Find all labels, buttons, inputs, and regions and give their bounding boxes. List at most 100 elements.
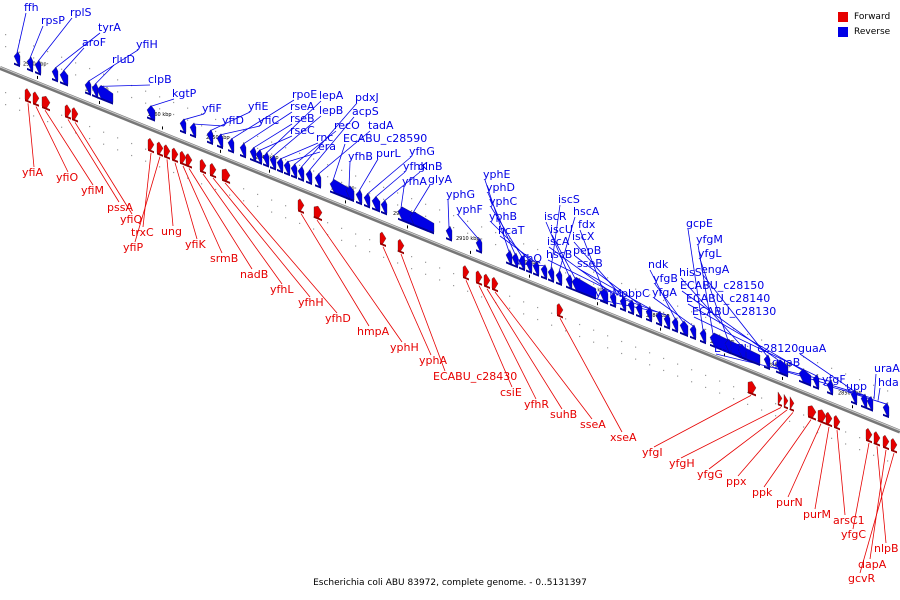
reverse-gene-arrow-shadow (628, 310, 634, 316)
dot (411, 256, 413, 258)
reverse-gene-arrow-shadow (680, 331, 688, 337)
reverse-gene-arrow-shadow (446, 237, 452, 242)
reverse-gene-arrow (671, 317, 679, 332)
forward-gene-label: purN (776, 496, 803, 509)
dot (145, 160, 147, 162)
dot (495, 243, 497, 246)
reverse-gene-arrow (179, 118, 187, 133)
reverse-gene-arrow-shadow (381, 210, 387, 216)
dot (313, 228, 315, 230)
dot (397, 204, 399, 206)
reverse-gene-arrow (511, 252, 519, 267)
dot (733, 386, 735, 388)
reverse-gene-label: rpoE (292, 88, 317, 101)
forward-gene-label: yphH (390, 341, 419, 354)
dot (131, 142, 133, 145)
reverse-label-line (37, 17, 73, 62)
reverse-label-line (579, 229, 604, 290)
reverse-gene-label: upp (846, 380, 867, 393)
reverse-gene-arrow-shadow (548, 278, 554, 283)
dot (439, 209, 441, 211)
reverse-gene-label: iscU (550, 223, 573, 236)
forward-gene-label: yfiQ (120, 213, 142, 226)
dot (859, 379, 861, 381)
reverse-label-line (558, 216, 576, 272)
reverse-gene-label: yfiF (202, 102, 222, 115)
reverse-gene-label: rseC (290, 124, 315, 137)
dot (537, 306, 539, 309)
dot (579, 265, 581, 268)
forward-gene-arrow-shadow (72, 118, 78, 123)
dot (201, 113, 203, 115)
reverse-gene-arrow-shadow (776, 370, 788, 378)
dot (229, 124, 231, 126)
forward-gene-arrow-shadow (476, 281, 482, 286)
reverse-label-line (265, 100, 322, 154)
dot (551, 324, 553, 326)
forward-gene-arrow (882, 434, 890, 449)
forward-gene-arrow-shadow (492, 287, 498, 293)
reverse-gene-arrow (663, 313, 671, 328)
dot (285, 217, 287, 219)
reverse-gene-arrow (679, 320, 689, 336)
dot (383, 198, 385, 200)
reverse-label-line (300, 102, 358, 168)
reverse-gene-arrow-shadow (263, 163, 269, 168)
reverse-gene-label: tyrA (98, 21, 121, 34)
reverse-label-line (230, 99, 295, 140)
reverse-gene-arrow-shadow (533, 272, 539, 277)
dot (509, 295, 511, 297)
forward-gene-label: csiE (500, 386, 522, 399)
reverse-label-line (358, 158, 379, 192)
reverse-gene-label: yphD (486, 181, 515, 194)
dot (663, 357, 665, 360)
forward-gene-arrow-shadow (398, 249, 404, 255)
reverse-gene-arrow (51, 66, 59, 81)
reverse-gene-label: ECABU_c28140 (686, 292, 770, 305)
forward-gene-arrow-shadow (298, 209, 304, 214)
reverse-gene-arrow (227, 137, 235, 152)
forward-gene-arrow (313, 205, 323, 220)
forward-label-line (35, 106, 69, 173)
dot (103, 73, 105, 75)
dot (873, 384, 875, 386)
dot (789, 350, 791, 352)
dot (369, 251, 371, 253)
dot (467, 290, 469, 292)
dot (425, 261, 427, 263)
dot (159, 108, 161, 110)
dot (383, 186, 385, 188)
forward-gene-label: ung (161, 225, 182, 238)
reverse-gene-arrow (571, 276, 597, 299)
reverse-gene-arrow-shadow (861, 404, 867, 410)
dot (691, 381, 693, 383)
reverse-gene-label: yfgM (696, 233, 723, 246)
reverse-gene-label: aroF (82, 36, 106, 49)
dot (75, 132, 77, 134)
genome-caption: Escherichia coli ABU 83972, complete gen… (313, 578, 587, 588)
reverse-gene-arrow (297, 166, 305, 181)
reverse-gene-arrow (84, 80, 92, 94)
forward-label-line (478, 285, 537, 400)
reverse-gene-arrow-shadow (207, 140, 213, 146)
dot (705, 374, 707, 377)
forward-gene-arrow (221, 168, 231, 183)
forward-label-line (224, 182, 338, 314)
forward-label-line (737, 412, 794, 477)
reverse-gene-arrow (505, 250, 513, 265)
dot (75, 62, 77, 64)
reverse-gene-arrow-shadow (690, 335, 696, 341)
reverse-label-line (457, 214, 480, 240)
reverse-label-line (317, 130, 371, 175)
dot (761, 409, 763, 411)
dot (509, 249, 511, 251)
dot (705, 316, 707, 319)
reverse-gene-arrow (709, 332, 761, 365)
forward-gene-arrow (817, 409, 827, 423)
dot (229, 136, 231, 138)
dot (845, 373, 847, 375)
dot (33, 115, 35, 117)
reverse-gene-arrow (689, 324, 697, 339)
dot (537, 248, 539, 251)
